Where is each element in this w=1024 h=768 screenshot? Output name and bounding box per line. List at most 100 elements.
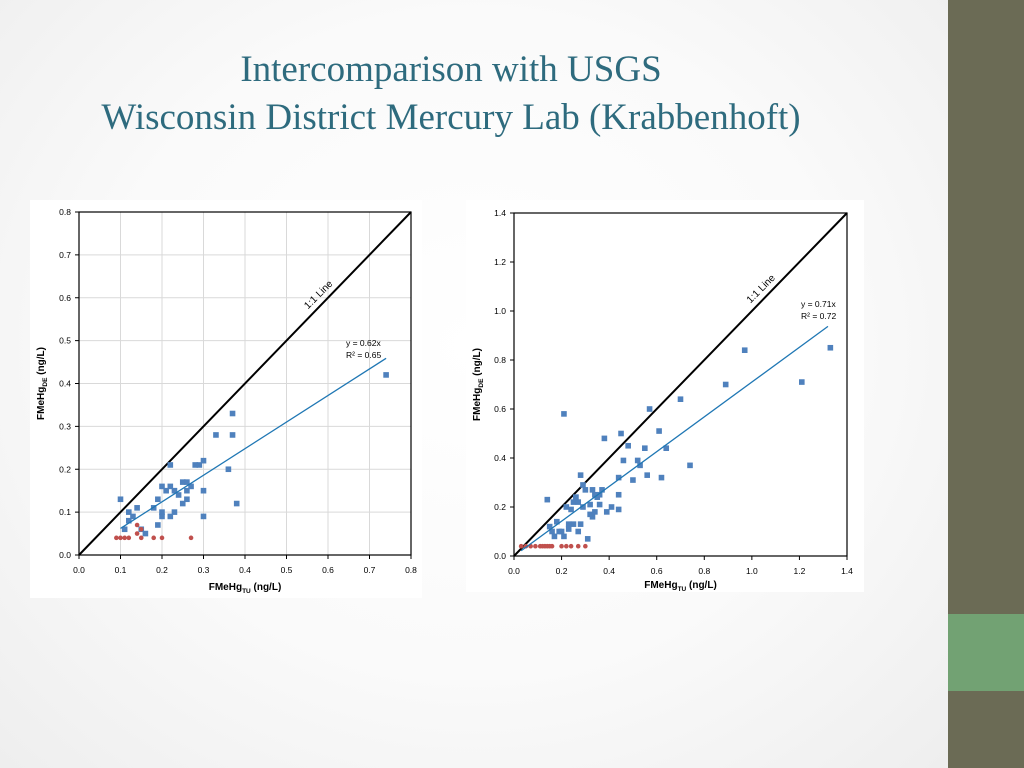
data-point-square	[582, 487, 589, 493]
slide-title: Intercomparison with USGS Wisconsin Dist…	[0, 46, 902, 142]
y-tick-label: 0.8	[494, 355, 506, 365]
data-point-circle	[122, 535, 127, 541]
sidebar-accent-decoration	[948, 614, 1024, 691]
x-tick-label: 0.2	[556, 566, 568, 576]
x-tick-label: 0.4	[239, 565, 251, 575]
x-tick-label: 0.1	[115, 565, 127, 575]
data-point-circle	[583, 543, 588, 549]
data-point-square	[589, 514, 596, 520]
data-point-square	[599, 487, 605, 493]
data-point-square	[561, 411, 567, 417]
data-point-circle	[151, 535, 156, 541]
y-tick-label: 0.5	[59, 336, 71, 346]
data-point-circle	[159, 535, 165, 541]
y-axis-title: FMeHgDE (ng/L)	[472, 348, 485, 421]
data-point-circle	[575, 543, 581, 549]
x-tick-label: 1.4	[841, 566, 853, 576]
x-tick-label: 0.2	[156, 565, 168, 575]
y-tick-label: 0.4	[494, 453, 506, 463]
data-point-square	[563, 504, 570, 510]
data-point-circle	[564, 543, 569, 549]
data-point-square	[584, 536, 591, 542]
y-tick-label: 0.3	[59, 421, 71, 431]
data-point-square	[580, 504, 586, 510]
trendline	[520, 325, 829, 552]
data-point-square	[615, 506, 622, 513]
data-point-square	[188, 483, 194, 490]
scatter-chart-left-svg: 0.0 0.1 0.2 0.3 0.4 0.5 0.6 0.7 0.8 0.0 0.1 0.2 0.3 0…	[36, 207, 417, 595]
data-point-square	[117, 496, 124, 503]
y-axis-title: FMeHgDE (ng/L)	[36, 347, 49, 420]
plot-area-frame	[513, 212, 848, 557]
x-tick-label: 0.0	[508, 566, 520, 576]
data-point-circle	[134, 531, 140, 536]
data-point-square	[642, 445, 648, 451]
data-point-square	[827, 344, 834, 351]
data-point-circle	[559, 543, 564, 549]
data-point-square	[229, 410, 236, 417]
data-point-square	[192, 462, 198, 468]
data-point-square	[163, 487, 169, 494]
x-tick-label: 0.7	[364, 565, 376, 575]
data-point-square	[568, 506, 574, 513]
trendline	[120, 357, 387, 529]
data-point-square	[126, 509, 132, 515]
data-point-square	[383, 372, 389, 378]
y-tick-label: 0.6	[59, 293, 71, 303]
data-point-square	[630, 477, 636, 483]
data-point-square	[625, 442, 631, 449]
data-point-square	[179, 479, 186, 485]
data-point-square	[167, 462, 174, 468]
data-point-square	[561, 533, 567, 540]
data-point-square	[603, 509, 610, 515]
data-point-square	[658, 474, 665, 481]
data-point-square	[134, 505, 140, 511]
data-point-square	[663, 445, 670, 451]
x-tick-label: 0.3	[198, 565, 210, 575]
data-point-square	[130, 513, 136, 520]
data-point-square	[722, 381, 729, 388]
data-point-square	[558, 528, 565, 535]
data-point-square	[171, 487, 178, 494]
x-tick-label: 0.8	[698, 566, 710, 576]
data-point-square	[196, 462, 203, 468]
data-point-square	[184, 487, 190, 494]
y-tick-label: 0.1	[59, 507, 71, 517]
x-tick-label: 1.2	[794, 566, 806, 576]
data-point-square	[184, 479, 190, 485]
data-point-square	[155, 496, 161, 503]
data-point-square	[565, 521, 572, 527]
scatter-chart-left: 0.0 0.1 0.2 0.3 0.4 0.5 0.6 0.7 0.8 0.0 0.1 0.2 0.3 0…	[30, 200, 422, 598]
scatter-chart-right-svg: 0.0 0.2 0.4 0.6 0.8 1.0 1.2 1.4 0.0 0.2 0.4 0.6 0.8 1…	[472, 208, 853, 593]
scatter-chart-right: 0.0 0.2 0.4 0.6 0.8 1.0 1.2 1.4 0.0 0.2 0.4 0.6 0.8 1…	[466, 200, 864, 593]
data-point-square	[565, 526, 572, 532]
trendline-equation: y = 0.71x	[801, 299, 836, 309]
data-point-square	[618, 430, 624, 437]
data-point-circle	[138, 526, 144, 532]
data-point-square	[637, 462, 643, 469]
y-tick-label: 1.4	[494, 208, 506, 218]
data-point-square	[155, 522, 161, 528]
data-point-square	[601, 435, 608, 442]
data-point-square	[554, 518, 560, 525]
one-to-one-line	[513, 212, 848, 557]
data-point-circle	[568, 543, 574, 549]
data-point-square	[608, 504, 615, 510]
data-point-square	[570, 499, 577, 505]
trendline-r-squared: R² = 0.65	[346, 350, 381, 360]
data-point-square	[646, 406, 653, 412]
data-point-square	[184, 496, 190, 503]
x-axis-title: FMeHgTU (ng/L)	[644, 580, 717, 592]
data-point-square	[142, 530, 149, 537]
data-point-square	[121, 526, 128, 533]
data-point-square	[577, 521, 584, 527]
y-tick-label: 0.4	[59, 379, 71, 389]
x-axis-title: FMeHgTU (ng/L)	[209, 582, 282, 595]
data-point-square	[159, 509, 165, 515]
data-point-square	[167, 513, 174, 520]
data-point-square	[577, 472, 584, 478]
data-point-square	[159, 483, 165, 490]
data-point-square	[167, 483, 174, 490]
data-point-circle	[126, 535, 132, 541]
data-point-square	[687, 462, 693, 469]
